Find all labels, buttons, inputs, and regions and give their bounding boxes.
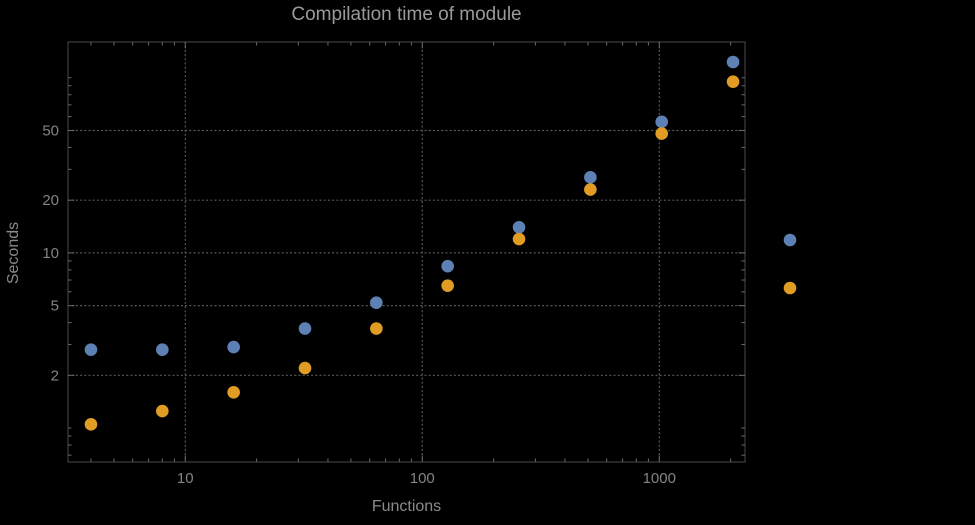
- x-tick-label: 100: [410, 470, 435, 487]
- x-axis-label: Functions: [371, 498, 442, 515]
- y-tick-label: 2: [51, 367, 59, 384]
- data-point-series-1-blue: [441, 259, 454, 273]
- x-tick-label: 10: [177, 470, 194, 487]
- data-point-series-2-orange: [370, 322, 383, 335]
- data-point-series-2-orange: [584, 183, 597, 196]
- y-tick-label: 10: [42, 245, 59, 262]
- y-tick-label: 20: [42, 192, 59, 209]
- data-point-series-2-orange: [84, 418, 98, 431]
- data-point-series-2-orange: [655, 127, 669, 140]
- data-point-series-2-orange: [298, 361, 312, 375]
- y-tick-label: 50: [42, 122, 59, 139]
- data-point-series-1-blue: [584, 171, 597, 184]
- legend-marker-series-1-blue: [783, 233, 797, 247]
- data-point-series-2-orange: [441, 279, 454, 292]
- data-point-series-1-blue: [726, 55, 740, 69]
- chart-title: Compilation time of module: [291, 4, 522, 25]
- data-point-series-2-orange: [512, 232, 526, 246]
- data-point-series-2-orange: [227, 386, 240, 399]
- data-point-series-2-orange: [726, 75, 740, 88]
- data-point-series-1-blue: [84, 343, 98, 357]
- y-tick-label: 5: [51, 298, 59, 315]
- data-point-series-1-blue: [227, 340, 240, 354]
- data-point-series-2-orange: [156, 404, 169, 418]
- data-point-series-1-blue: [370, 296, 383, 309]
- data-point-series-1-blue: [512, 221, 526, 234]
- legend-marker-series-2-orange: [783, 281, 797, 295]
- plot-frame: [67, 41, 746, 463]
- data-point-series-1-blue: [298, 322, 312, 335]
- x-tick-label: 1000: [643, 470, 676, 487]
- data-point-series-1-blue: [156, 343, 169, 357]
- data-point-series-1-blue: [655, 115, 669, 129]
